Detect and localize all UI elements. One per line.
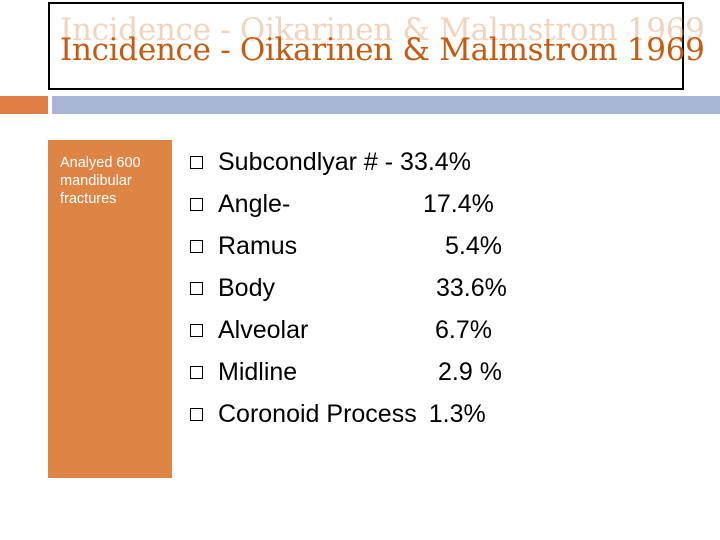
accent-bar [0,96,720,114]
square-bullet-icon [190,239,203,253]
sidebar-note: Analyed 600 mandibular fractures [60,155,141,207]
slide-title: Incidence - Oikarinen & Malmstrom 1969 [60,32,705,68]
square-bullet-icon [190,407,203,421]
item-value: 6.7% [435,315,492,344]
item-label: Angle- [218,189,291,218]
list-item: Coronoid Process 1.3% [190,393,507,435]
item-label: Subcondlyar # - 33.4% [218,147,471,176]
list-item: Angle- 17.4% [190,183,507,225]
item-value: 5.4% [445,231,502,260]
sidebar-panel: Analyed 600 mandibular fractures [48,140,172,478]
title-shadow: Incidence - Oikarinen & Malmstrom 1969 [60,12,705,48]
accent-bar-orange [0,96,48,114]
item-label: Midline [218,357,298,386]
list-item: Subcondlyar # - 33.4% [190,141,507,183]
title-box: Incidence - Oikarinen & Malmstrom 1969 I… [48,2,705,90]
accent-bar-blue [52,96,720,114]
item-label: Ramus [218,231,298,260]
item-label: Alveolar [218,315,309,344]
square-bullet-icon [190,323,203,337]
item-value: 33.6% [436,273,507,302]
item-label: Body [218,273,275,302]
item-value: 2.9 % [438,357,502,386]
list-item: Alveolar 6.7% [190,309,507,351]
square-bullet-icon [190,197,203,211]
square-bullet-icon [190,281,203,295]
fracture-list: Subcondlyar # - 33.4% Angle- 17.4% Ramus… [190,141,507,435]
list-item: Body 33.6% [190,267,507,309]
item-label: Coronoid Process [218,399,417,428]
square-bullet-icon [190,155,203,169]
item-value: 17.4% [423,189,494,218]
list-item: Midline 2.9 % [190,351,507,393]
list-item: Ramus 5.4% [190,225,507,267]
item-value: 1.3% [428,399,486,428]
square-bullet-icon [190,365,203,379]
